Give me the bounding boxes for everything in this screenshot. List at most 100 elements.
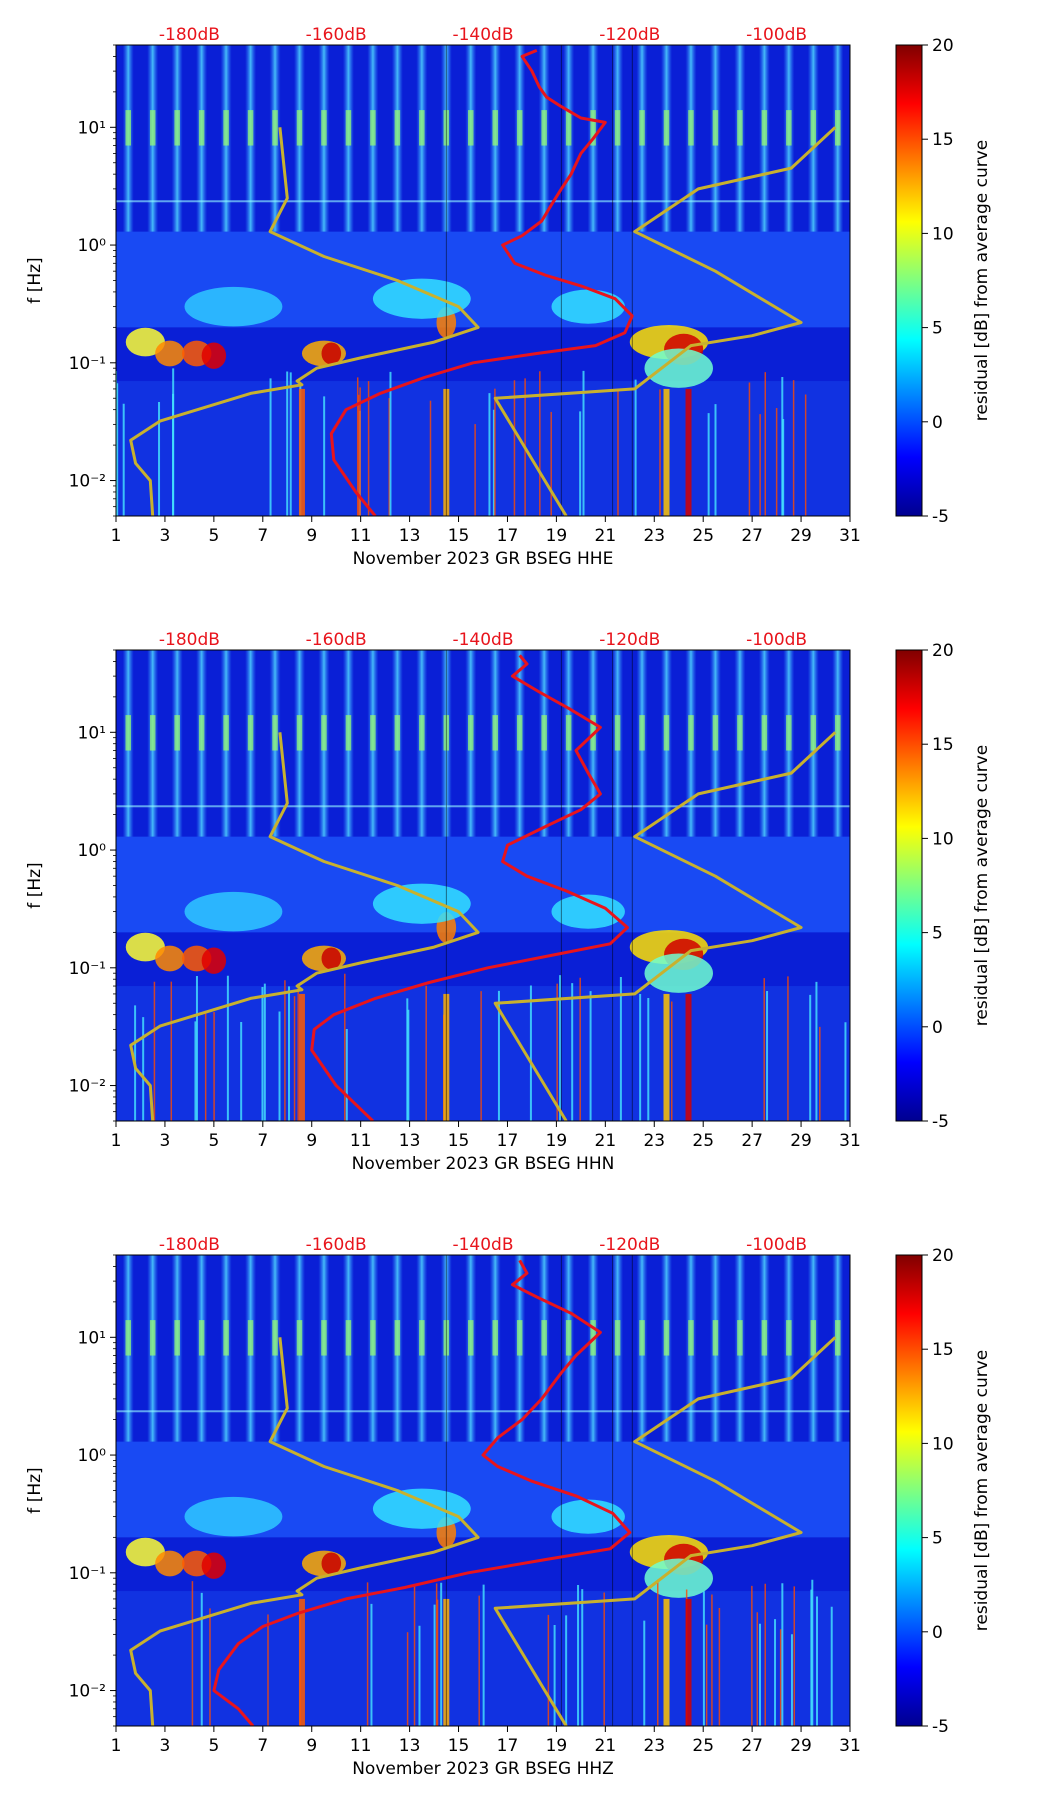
colorbar-tick-label: 15 (932, 1340, 954, 1360)
y-tick-label: 10¹ (78, 723, 106, 743)
y-axis-label: f [Hz] (25, 1467, 45, 1513)
day-stripe-core (321, 1320, 327, 1356)
day-stripe-core (468, 1320, 474, 1356)
db-label: -120dB (599, 25, 660, 45)
line-2hz (116, 200, 850, 203)
day-stripe-core (174, 715, 180, 751)
x-tick-label: 21 (595, 526, 617, 546)
db-label: -180dB (159, 630, 220, 650)
y-axis-label: f [Hz] (25, 862, 45, 908)
event-column (298, 388, 305, 516)
x-tick-label: 23 (643, 1131, 665, 1151)
day-stripe-core (810, 110, 817, 146)
day-stripe-core (223, 110, 229, 146)
day-stripe-core (272, 110, 278, 146)
colorbar-tick-label: 20 (932, 641, 954, 661)
day-stripe-core (492, 110, 498, 146)
day-stripe-core (198, 110, 205, 146)
colorbar-tick-label: 20 (932, 36, 954, 56)
event-column (663, 1598, 670, 1726)
day-stripe-core (737, 715, 743, 751)
microseism-blob (201, 342, 227, 369)
day-stripe-core (688, 715, 694, 751)
day-stripe-core (492, 715, 498, 751)
model-curve (129, 732, 480, 1121)
spectrogram (116, 650, 850, 1121)
day-stripe-core (663, 1320, 670, 1356)
day-stripe-core (468, 715, 474, 751)
event-column (685, 993, 692, 1121)
day-stripe-core (174, 1320, 180, 1356)
db-label: -140dB (452, 1235, 513, 1255)
x-tick-label: 11 (350, 1131, 372, 1151)
microseism-blob (321, 947, 342, 970)
day-stripe-core (835, 110, 841, 146)
colorbar: -5 0 5 10 15 20 residual [dB] from average cur… (895, 641, 992, 1132)
x-tick-label: 27 (741, 1736, 763, 1756)
colorbar: -5 0 5 10 15 20 residual [dB] from average cur… (895, 1246, 992, 1737)
x-tick-label: 1 (111, 1131, 122, 1151)
db-label: -100dB (746, 25, 807, 45)
db-label: -100dB (746, 630, 807, 650)
spectrogram (116, 1255, 850, 1726)
day-stripe-core (786, 110, 792, 146)
day-stripe-core (125, 110, 131, 146)
y-tick-label: 10⁻¹ (69, 1564, 106, 1584)
x-tick-label: 11 (350, 526, 372, 546)
x-tick-label: 19 (546, 526, 568, 546)
colorbar-tick-label: 15 (932, 130, 954, 150)
x-tick-label: 1 (111, 1736, 122, 1756)
day-stripe-core (370, 110, 376, 146)
x-tick-label: 25 (692, 1131, 714, 1151)
day-stripe-core (516, 715, 523, 751)
day-stripe-core (541, 110, 547, 146)
event-column (685, 388, 692, 516)
microseism-blob (551, 1499, 625, 1534)
x-tick-label: 1 (111, 526, 122, 546)
y-tick-label: 10⁻² (69, 1682, 106, 1702)
colorbar-tick-label: 15 (932, 735, 954, 755)
y-tick-label: 10⁻¹ (69, 354, 106, 374)
x-tick-label: 15 (448, 1736, 470, 1756)
colorbar-tick-label: 0 (932, 1623, 943, 1643)
microseism-blob (155, 945, 185, 972)
x-tick-label: 13 (399, 526, 421, 546)
microseism-blob (321, 1552, 342, 1575)
db-label: -120dB (599, 630, 660, 650)
line-2hz (116, 1410, 850, 1413)
x-tick-label: 9 (306, 526, 317, 546)
day-stripe-core (516, 110, 523, 146)
day-stripe-core (639, 1320, 645, 1356)
x-tick-label: 19 (546, 1736, 568, 1756)
db-label: -180dB (159, 25, 220, 45)
model-curve (493, 731, 837, 1121)
x-tick-label: 17 (497, 1736, 519, 1756)
x-tick-label: 3 (160, 1736, 171, 1756)
event-column (663, 388, 670, 516)
day-stripe-core (688, 110, 694, 146)
microseism-blob (184, 1496, 283, 1537)
day-stripe-core (296, 715, 303, 751)
y-tick-label: 10⁰ (78, 236, 107, 256)
day-stripe-core (663, 715, 670, 751)
microseism-blob (644, 953, 713, 993)
colorbar-tick-label: 0 (932, 1018, 943, 1038)
colorbar-label: residual [dB] from average curve (972, 140, 992, 421)
day-stripe-core (149, 1320, 156, 1356)
db-label: -160dB (306, 630, 367, 650)
colorbar-gradient (895, 44, 923, 517)
day-stripe-core (541, 1320, 547, 1356)
microseism-blob (372, 883, 471, 924)
chart-panel-hhe: 1 3 5 7 9 11 13 15 17 19 21 23 25 27 29 3110⁻²10⁻¹10⁰10… (25, 25, 992, 569)
model-curve (129, 1337, 480, 1726)
microseism-blob (155, 340, 185, 367)
x-tick-label: 31 (839, 1736, 861, 1756)
y-axis-label: f [Hz] (25, 257, 45, 303)
db-label: -120dB (599, 1235, 660, 1255)
band-low (116, 986, 850, 1121)
day-stripe-core (737, 110, 743, 146)
line-2hz (116, 805, 850, 808)
x-tick-label: 3 (160, 1131, 171, 1151)
day-stripe-core (712, 110, 719, 146)
